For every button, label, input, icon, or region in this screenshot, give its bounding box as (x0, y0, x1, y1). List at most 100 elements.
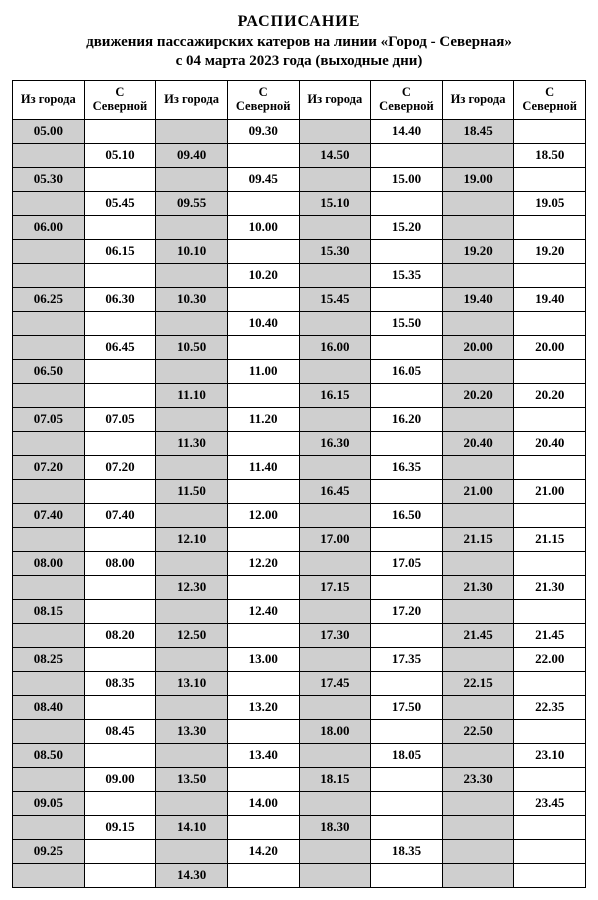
table-row: 09.0013.5018.1523.30 (13, 767, 586, 791)
cell: 10.30 (156, 287, 228, 311)
cell (514, 167, 586, 191)
table-row: 08.4013.2017.5022.35 (13, 695, 586, 719)
cell (227, 335, 299, 359)
cell (227, 671, 299, 695)
table-row: 14.30 (13, 863, 586, 887)
cell (156, 263, 228, 287)
table-row: 11.3016.3020.4020.40 (13, 431, 586, 455)
cell: 16.45 (299, 479, 371, 503)
cell (442, 143, 514, 167)
cell (514, 599, 586, 623)
cell: 14.20 (227, 839, 299, 863)
cell (442, 791, 514, 815)
cell (514, 503, 586, 527)
cell (84, 575, 156, 599)
cell: 14.00 (227, 791, 299, 815)
cell: 17.45 (299, 671, 371, 695)
cell: 11.10 (156, 383, 228, 407)
cell: 11.20 (227, 407, 299, 431)
cell (227, 719, 299, 743)
cell (227, 383, 299, 407)
cell: 16.05 (371, 359, 443, 383)
title-line1: РАСПИСАНИЕ (12, 12, 586, 33)
cell (371, 671, 443, 695)
cell: 18.05 (371, 743, 443, 767)
cell: 10.00 (227, 215, 299, 239)
table-row: 05.1009.4014.5018.50 (13, 143, 586, 167)
cell: 21.00 (514, 479, 586, 503)
cell (442, 695, 514, 719)
cell (156, 407, 228, 431)
cell: 08.40 (13, 695, 85, 719)
cell: 08.35 (84, 671, 156, 695)
col-header: Из города (13, 80, 85, 119)
cell (299, 647, 371, 671)
table-row: 06.4510.5016.0020.0020.00 (13, 335, 586, 359)
cell (371, 791, 443, 815)
cell (84, 599, 156, 623)
cell (13, 311, 85, 335)
cell (13, 431, 85, 455)
cell (84, 311, 156, 335)
cell (442, 503, 514, 527)
col-header: ССеверной (371, 80, 443, 119)
table-row: 06.1510.1015.3019.2019.20 (13, 239, 586, 263)
cell: 09.00 (84, 767, 156, 791)
cell (156, 839, 228, 863)
cell: 09.45 (227, 167, 299, 191)
cell: 09.55 (156, 191, 228, 215)
cell: 15.35 (371, 263, 443, 287)
cell: 17.00 (299, 527, 371, 551)
cell (442, 359, 514, 383)
cell: 13.30 (156, 719, 228, 743)
cell: 22.50 (442, 719, 514, 743)
cell: 15.30 (299, 239, 371, 263)
cell: 09.30 (227, 119, 299, 143)
cell: 13.10 (156, 671, 228, 695)
cell (299, 215, 371, 239)
cell: 05.45 (84, 191, 156, 215)
cell: 18.30 (299, 815, 371, 839)
schedule-table: Из городаССевернойИз городаССевернойИз г… (12, 80, 586, 888)
cell: 08.20 (84, 623, 156, 647)
cell (514, 263, 586, 287)
cell (442, 407, 514, 431)
cell: 17.50 (371, 695, 443, 719)
table-row: 08.2012.5017.3021.4521.45 (13, 623, 586, 647)
cell: 12.30 (156, 575, 228, 599)
cell (514, 551, 586, 575)
cell: 06.45 (84, 335, 156, 359)
cell: 22.15 (442, 671, 514, 695)
cell: 07.05 (13, 407, 85, 431)
cell: 08.45 (84, 719, 156, 743)
cell (13, 671, 85, 695)
cell (227, 815, 299, 839)
cell (84, 215, 156, 239)
cell: 11.00 (227, 359, 299, 383)
cell (371, 719, 443, 743)
table-row: 10.2015.35 (13, 263, 586, 287)
cell (442, 599, 514, 623)
cell: 23.30 (442, 767, 514, 791)
col-header: Из города (156, 80, 228, 119)
cell (156, 695, 228, 719)
cell: 20.40 (514, 431, 586, 455)
cell: 17.05 (371, 551, 443, 575)
cell (13, 719, 85, 743)
cell: 11.30 (156, 431, 228, 455)
table-row: 09.2514.2018.35 (13, 839, 586, 863)
cell (13, 143, 85, 167)
cell (371, 863, 443, 887)
table-row: 11.5016.4521.0021.00 (13, 479, 586, 503)
cell (13, 239, 85, 263)
cell (299, 167, 371, 191)
cell (442, 263, 514, 287)
cell (84, 383, 156, 407)
col-header: ССеверной (84, 80, 156, 119)
header-row: Из городаССевернойИз городаССевернойИз г… (13, 80, 586, 119)
cell: 12.50 (156, 623, 228, 647)
cell (84, 695, 156, 719)
cell: 18.00 (299, 719, 371, 743)
cell: 20.20 (442, 383, 514, 407)
cell: 22.00 (514, 647, 586, 671)
